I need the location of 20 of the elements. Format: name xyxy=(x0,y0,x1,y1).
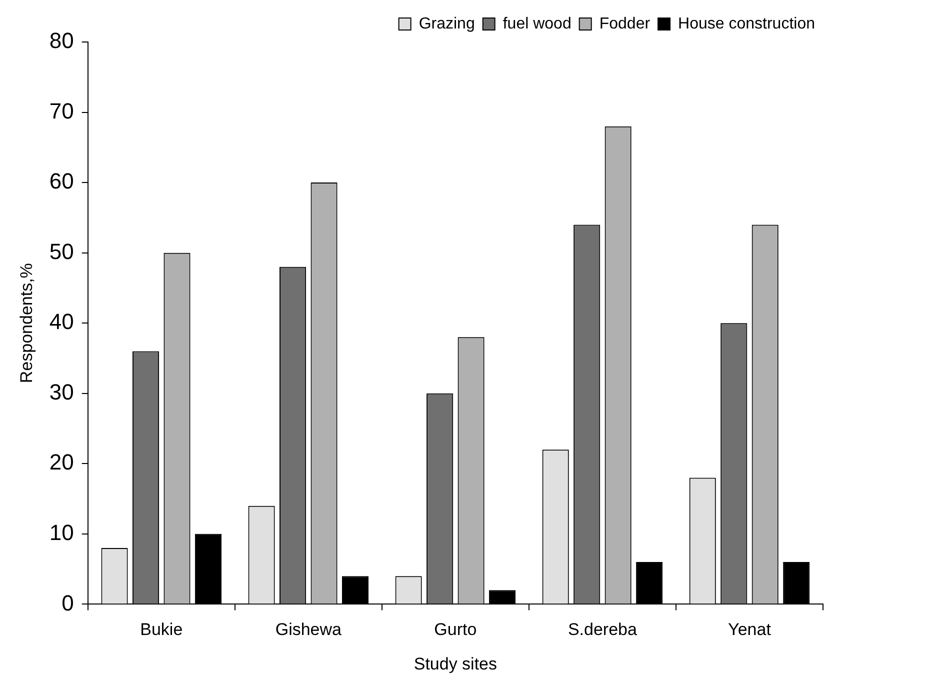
x-tick-label: Bukie xyxy=(140,620,183,640)
y-tick-label: 50 xyxy=(49,238,74,264)
y-tick-label: 40 xyxy=(49,309,74,334)
y-axis-title: Respondents,% xyxy=(16,263,36,384)
legend-label: Fodder xyxy=(599,15,651,32)
y-tick-label: 0 xyxy=(62,590,74,616)
y-tick-label: 10 xyxy=(49,520,74,545)
y-tick-label: 70 xyxy=(49,98,74,124)
legend-label: House construction xyxy=(678,15,816,32)
x-tick-label: Yenat xyxy=(728,620,772,640)
x-tick-label: S.dereba xyxy=(568,620,638,640)
legend-label: fuel wood xyxy=(502,15,572,32)
x-axis-title: Study sites xyxy=(414,654,498,674)
y-tick-label: 80 xyxy=(49,28,74,54)
x-tick-label: Gurto xyxy=(434,620,477,640)
y-tick-label: 20 xyxy=(49,450,74,475)
y-tick-label: 30 xyxy=(49,379,74,404)
x-tick-label: Gishewa xyxy=(275,620,342,640)
y-tick-label: 60 xyxy=(49,168,74,194)
legend-label: Grazing xyxy=(418,15,475,32)
